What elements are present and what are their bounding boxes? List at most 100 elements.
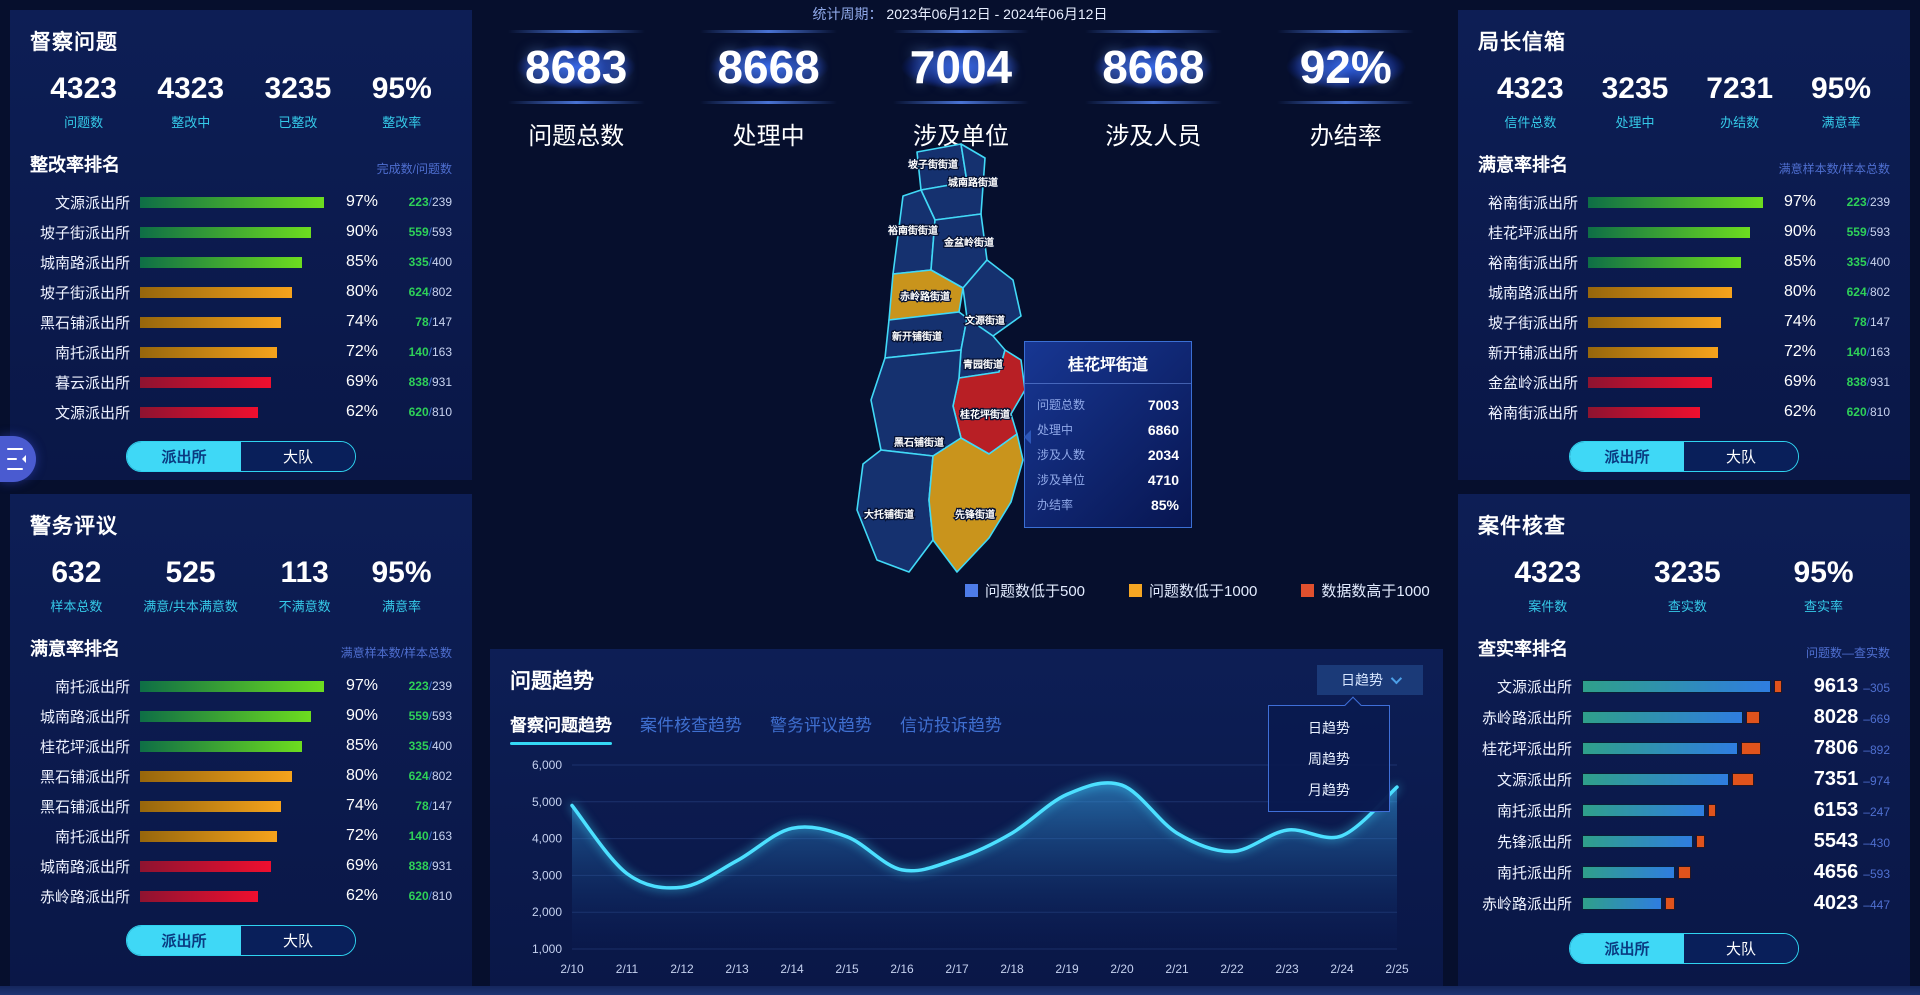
station-name: 桂花坪派出所	[1487, 224, 1578, 242]
trend-line	[570, 781, 1399, 890]
dropdown-option[interactable]: 周趋势	[1308, 750, 1350, 767]
ranking-header: 满意率排名 满意样本数/样本总数	[30, 635, 452, 661]
station-name: 城南路派出所	[39, 254, 130, 272]
tab-警务评议趋势[interactable]: 警务评议趋势	[770, 716, 872, 735]
fraction-value: 620/810	[378, 889, 452, 903]
period-value: 2023年06月12日 - 2024年06月12日	[886, 6, 1108, 22]
tab-信访投诉趋势[interactable]: 信访投诉趋势	[900, 716, 1002, 735]
toggle-option-station[interactable]: 派出所	[127, 926, 241, 955]
percent-value: 62%	[345, 403, 378, 420]
stat-value: 95%	[1793, 556, 1854, 589]
ranking-title: 查实率排名	[1478, 639, 1568, 659]
fraction-value: 223/239	[378, 679, 452, 693]
value-cell: 9613 –305	[1782, 675, 1890, 698]
fraction-value: 559/593	[1816, 225, 1890, 239]
x-axis-tick: 2/11	[616, 962, 639, 976]
fraction-numerator: 624	[408, 285, 429, 299]
panel-issue-trend: 问题趋势 日趋势 督察问题趋势 案件核查趋势 警务评议趋势 信访投诉趋势 1,000 2…	[490, 649, 1443, 986]
map-region-chilinglu[interactable]	[888, 269, 964, 321]
fraction-slash: /	[1866, 255, 1870, 269]
rank-bar	[1588, 286, 1732, 298]
stat: 4323 问题数	[50, 72, 117, 131]
stat-glow: 8683	[486, 30, 667, 104]
station-name: 先锋派出所	[1496, 834, 1572, 851]
map-region-label: 青园街道	[963, 358, 1003, 371]
fraction-denominator: 802	[431, 285, 452, 299]
stat-value: 95%	[371, 556, 432, 589]
top-stat: 8683 问题总数	[486, 30, 667, 151]
table-row: 赤岭路派出所 8028 –669	[1478, 702, 1890, 733]
case-minus-value: –430	[1863, 836, 1890, 850]
fraction-numerator: 335	[1846, 255, 1867, 269]
bar-track	[140, 196, 330, 208]
top-stat: 8668 处理中	[678, 30, 859, 151]
station-name: 赤岭路派出所	[1481, 710, 1572, 727]
toggle-option-station[interactable]: 派出所	[127, 442, 241, 471]
map-region-label: 赤岭路街道	[900, 290, 950, 303]
tooltip-value: 7003	[1147, 396, 1179, 413]
table-row: 暮云派出所 69% 838/931	[30, 367, 452, 397]
fraction-slash: /	[428, 799, 432, 813]
tab-督察问题趋势[interactable]: 督察问题趋势	[510, 711, 612, 745]
mailbox-stats-row: 4323 信件总数 3235 处理中 7231 办结数 95% 满意率	[1478, 72, 1890, 131]
bar-track	[1588, 226, 1768, 238]
district-map: 坡子街街道 城南路街道 裕南街街道 金盆岭街道 赤岭路街道 文源街道 新开铺街道 青园街道 桂花…	[833, 138, 1045, 610]
legend-label: 问题数低于500	[985, 583, 1086, 600]
fraction-denominator: 163	[431, 829, 452, 843]
panel-title: 局长信箱	[1478, 31, 1566, 54]
fraction-value: 223/239	[378, 195, 452, 209]
sidebar-collapse-button[interactable]	[0, 436, 36, 482]
stat-label: 问题数	[64, 115, 104, 130]
value-cell: 4656 –593	[1782, 861, 1890, 884]
trend-period-dropdown[interactable]: 日趋势	[1317, 665, 1423, 695]
stat-value: 4323	[1496, 72, 1564, 105]
stat-label: 办结率	[1309, 123, 1382, 150]
table-row: 桂花坪派出所 7806 –892	[1478, 733, 1890, 764]
stat: 95% 满意率	[372, 556, 432, 615]
fraction-slash: /	[1866, 315, 1870, 329]
station-name: 城南路派出所	[1487, 284, 1578, 302]
rank-bar	[140, 710, 311, 722]
legend-swatch	[1301, 584, 1315, 597]
table-row: 新开铺派出所 72% 140/163	[1478, 337, 1890, 367]
tab-案件核查趋势[interactable]: 案件核查趋势	[640, 716, 742, 735]
fraction-denominator: 239	[1869, 195, 1890, 209]
ranking-list: 裕南街派出所 97% 223/239 桂花坪派出所 90% 559/593 裕南街派出所 85…	[1478, 187, 1890, 427]
fraction-value: 140/163	[1816, 345, 1890, 359]
ranking-header: 整改率排名 完成数/问题数	[30, 151, 452, 177]
fraction-denominator: 239	[431, 195, 452, 209]
x-axis-tick: 2/10	[560, 962, 584, 976]
percent-value: 72%	[1783, 343, 1816, 360]
toggle-option-brigade[interactable]: 大队	[1684, 442, 1798, 471]
panel-director-mailbox: 局长信箱 4323 信件总数 3235 处理中 7231 办结数 95% 满意率 满意率排名 …	[1458, 10, 1910, 480]
tooltip-value: 4710	[1147, 471, 1179, 488]
toggle-option-brigade[interactable]: 大队	[241, 926, 355, 955]
toggle-option-brigade[interactable]: 大队	[241, 442, 355, 471]
toggle-option-station[interactable]: 派出所	[1570, 934, 1684, 963]
bar-track	[1588, 286, 1768, 298]
unit-type-toggle: 派出所 大队	[1569, 933, 1799, 964]
station-name: 文源派出所	[1496, 772, 1572, 789]
dropdown-option[interactable]: 日趋势	[1308, 719, 1350, 736]
table-row: 黑石铺派出所 80% 624/802	[30, 761, 452, 791]
fraction-numerator: 78	[415, 799, 429, 813]
bar-track	[140, 346, 330, 358]
table-row: 文源派出所 9613 –305	[1478, 671, 1890, 702]
map-region-xianfeng[interactable]	[928, 433, 1024, 573]
stat-label: 处理中	[732, 123, 805, 150]
bar-track	[1588, 196, 1768, 208]
top-stat: 92% 办结率	[1255, 30, 1436, 151]
fraction-denominator: 163	[1869, 345, 1890, 359]
station-name: 黑石铺派出所	[39, 314, 130, 332]
toggle-option-station[interactable]: 派出所	[1570, 442, 1684, 471]
dropdown-option[interactable]: 月趋势	[1308, 781, 1350, 798]
fraction-numerator: 624	[408, 769, 429, 783]
toggle-option-brigade[interactable]: 大队	[1684, 934, 1798, 963]
percent-value: 90%	[1783, 223, 1816, 240]
ranking-note: 满意样本数/样本总数	[1778, 162, 1890, 176]
x-axis-tick: 2/19	[1055, 962, 1079, 976]
case-value: 6153	[1813, 799, 1859, 821]
y-axis-tick: 1,000	[532, 942, 562, 956]
fraction-numerator: 620	[1846, 405, 1867, 419]
stat-label: 案件数	[1528, 599, 1568, 614]
